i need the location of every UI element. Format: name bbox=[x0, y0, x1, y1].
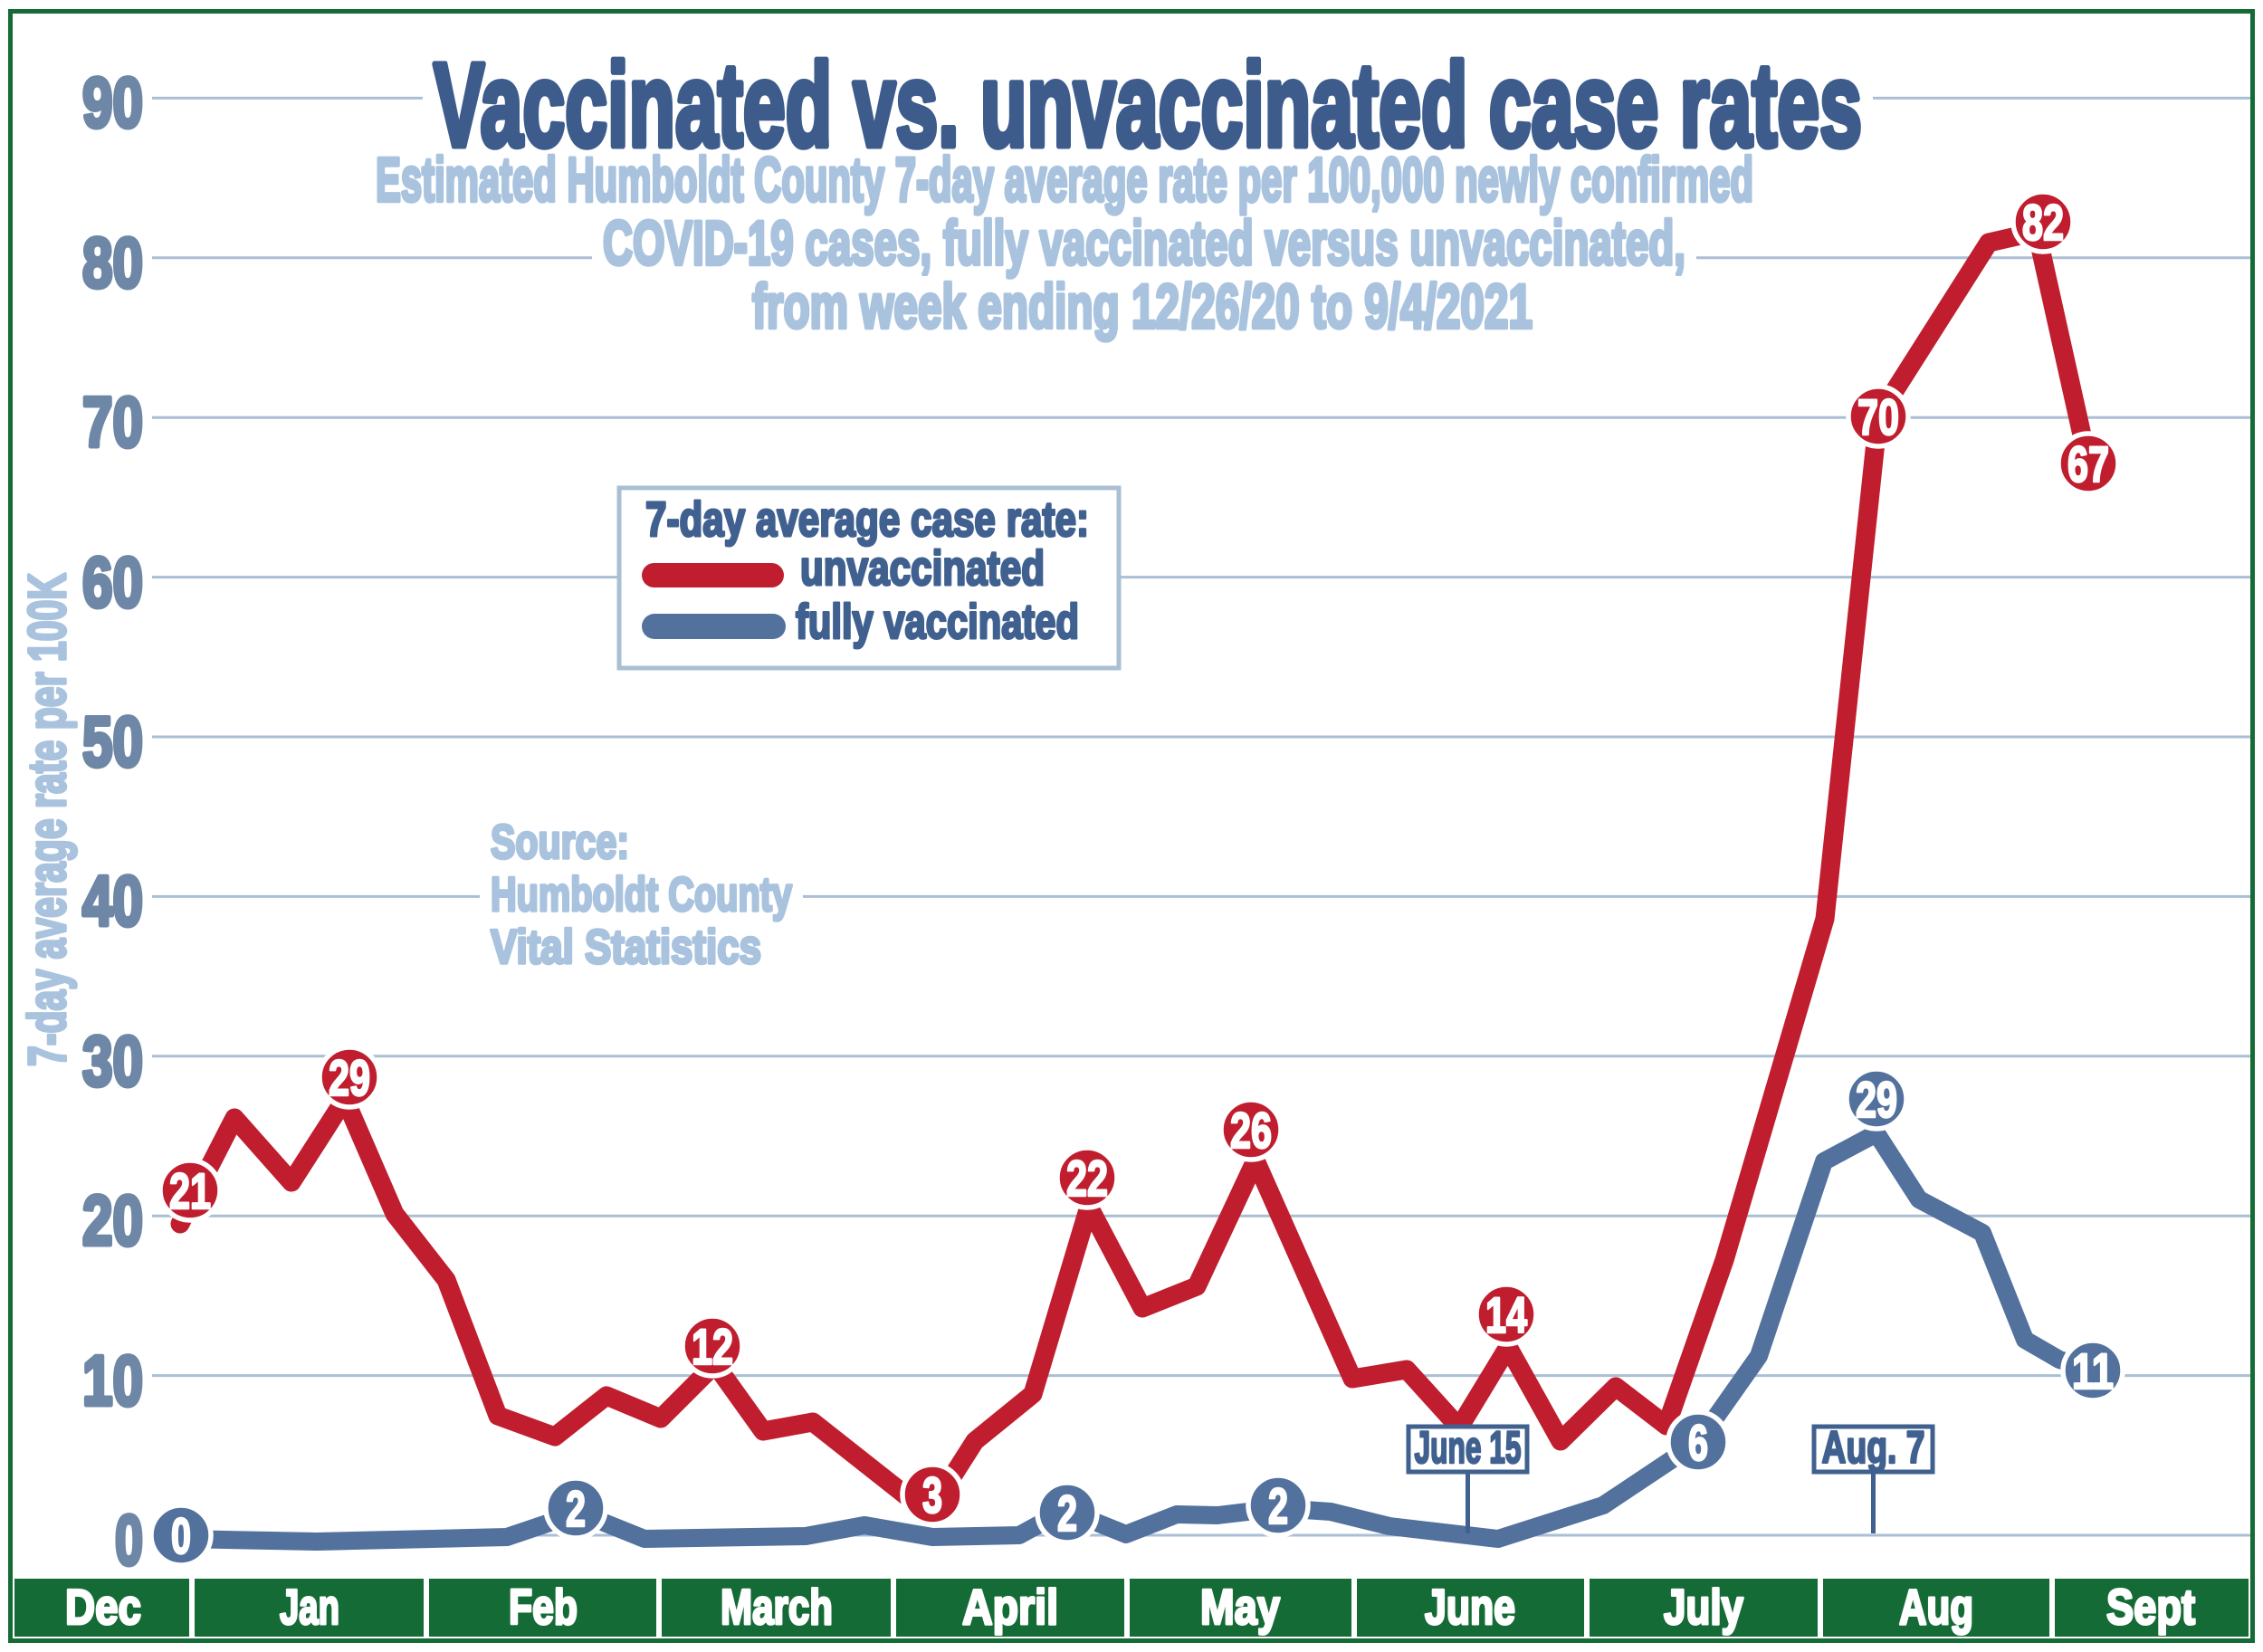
svg-text:April: April bbox=[962, 1579, 1058, 1635]
svg-text:Humboldt County: Humboldt County bbox=[491, 868, 792, 921]
svg-text:90: 90 bbox=[82, 62, 143, 142]
svg-text:70: 70 bbox=[82, 382, 143, 462]
svg-text:Estimated Humboldt County 7-da: Estimated Humboldt County 7-day average … bbox=[376, 145, 1753, 215]
svg-text:60: 60 bbox=[82, 542, 143, 622]
svg-text:Vaccinated vs. unvaccinated ca: Vaccinated vs. unvaccinated case rates bbox=[434, 38, 1862, 171]
svg-text:22: 22 bbox=[1066, 1150, 1108, 1207]
svg-text:Feb: Feb bbox=[509, 1579, 578, 1635]
svg-text:Jan: Jan bbox=[280, 1579, 339, 1635]
svg-text:80: 80 bbox=[82, 223, 143, 302]
svg-text:30: 30 bbox=[82, 1021, 143, 1101]
svg-text:0: 0 bbox=[115, 1500, 143, 1580]
svg-text:Vital Statistics: Vital Statistics bbox=[491, 921, 761, 974]
svg-text:82: 82 bbox=[2022, 194, 2064, 251]
svg-text:2: 2 bbox=[566, 1480, 586, 1537]
svg-text:unvaccinated: unvaccinated bbox=[800, 541, 1045, 596]
svg-text:March: March bbox=[721, 1579, 833, 1635]
svg-text:50: 50 bbox=[82, 702, 143, 781]
svg-text:from week ending 12/26/20 to 9: from week ending 12/26/20 to 9/4/2021 bbox=[752, 272, 1533, 341]
svg-text:21: 21 bbox=[169, 1162, 211, 1219]
svg-text:June: June bbox=[1425, 1579, 1515, 1635]
svg-text:26: 26 bbox=[1230, 1102, 1272, 1159]
svg-text:70: 70 bbox=[1857, 388, 1899, 445]
svg-text:6: 6 bbox=[1688, 1414, 1708, 1471]
svg-text:fully vaccinated: fully vaccinated bbox=[796, 595, 1079, 649]
svg-text:Source:: Source: bbox=[491, 816, 629, 869]
svg-text:July: July bbox=[1664, 1579, 1743, 1635]
svg-text:Sept: Sept bbox=[2106, 1579, 2195, 1635]
svg-text:7-day average case rate:: 7-day average case rate: bbox=[645, 492, 1089, 547]
svg-text:3: 3 bbox=[922, 1466, 942, 1523]
svg-text:29: 29 bbox=[329, 1049, 370, 1106]
svg-text:14: 14 bbox=[1485, 1286, 1527, 1343]
svg-text:29: 29 bbox=[1856, 1071, 1897, 1128]
svg-text:40: 40 bbox=[82, 861, 143, 941]
svg-text:20: 20 bbox=[82, 1180, 143, 1260]
svg-text:June 15: June 15 bbox=[1415, 1422, 1522, 1473]
svg-text:12: 12 bbox=[692, 1318, 733, 1375]
svg-text:May: May bbox=[1200, 1579, 1280, 1635]
svg-text:Aug: Aug bbox=[1899, 1579, 1973, 1635]
svg-text:10: 10 bbox=[82, 1341, 143, 1420]
svg-text:11: 11 bbox=[2072, 1342, 2114, 1399]
svg-text:0: 0 bbox=[171, 1507, 191, 1564]
svg-text:Dec: Dec bbox=[65, 1579, 141, 1635]
svg-text:COVID-19 cases, fully vaccina: COVID-19 cases, fully vaccinated versus … bbox=[603, 208, 1685, 278]
svg-text:7-day average rate per 100K: 7-day average rate per 100K bbox=[18, 573, 77, 1066]
svg-text:67: 67 bbox=[2067, 435, 2109, 492]
svg-text:2: 2 bbox=[1268, 1477, 1288, 1534]
svg-text:Aug. 7: Aug. 7 bbox=[1822, 1422, 1925, 1473]
svg-text:2: 2 bbox=[1057, 1485, 1077, 1542]
